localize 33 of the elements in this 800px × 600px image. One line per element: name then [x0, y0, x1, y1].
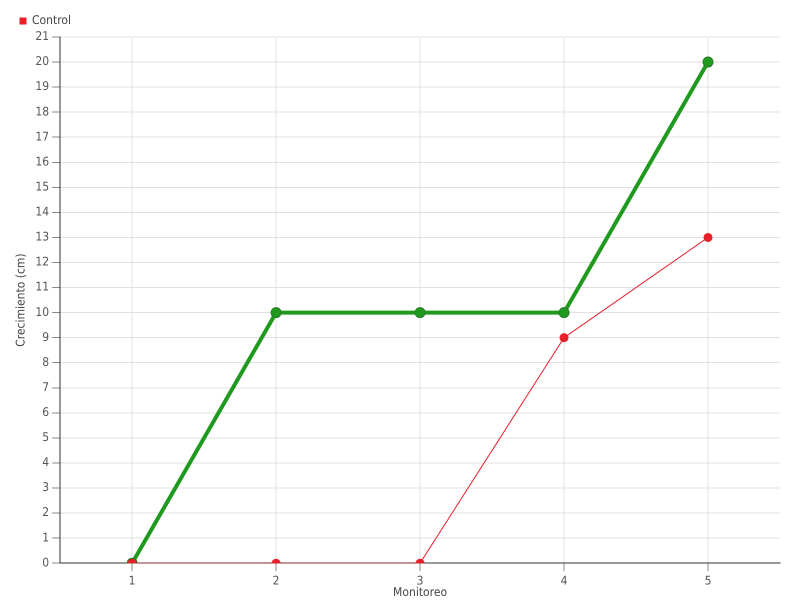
y-tick-label: 5: [42, 430, 50, 444]
y-tick-label: 18: [35, 104, 50, 118]
y-tick-label: 14: [35, 204, 50, 219]
x-tick-label: 1: [128, 574, 136, 588]
y-tick-label: 10: [35, 304, 50, 319]
y-axis-title: Crecimiento (cm): [13, 253, 28, 347]
x-tick-label: 5: [704, 574, 712, 588]
y-tick-label: 0: [42, 555, 50, 570]
y-tick-label: 16: [35, 154, 50, 168]
point: [704, 232, 713, 242]
point: [414, 307, 426, 318]
y-tick-label: 20: [35, 54, 50, 68]
point: [558, 307, 570, 318]
point: [270, 307, 282, 318]
y-tick-label: 17: [35, 129, 50, 144]
x-tick-label: 2: [272, 574, 280, 588]
y-tick-label: 4: [42, 455, 50, 470]
y-tick-label: 7: [42, 380, 50, 394]
y-tick-label: 8: [42, 354, 50, 369]
y-tick-label: 3: [42, 480, 50, 494]
y-tick-label: 9: [42, 330, 50, 344]
y-tick-label: 2: [42, 505, 50, 520]
y-tick-label: 21: [35, 29, 50, 44]
y-tick-label: 13: [35, 230, 50, 244]
legend-label: Control: [32, 13, 71, 28]
x-tick-label: 4: [560, 574, 568, 588]
point: [560, 333, 569, 342]
y-tick-label: 12: [35, 254, 50, 269]
y-tick-label: 15: [35, 179, 50, 194]
y-tick-label: 19: [35, 79, 50, 94]
y-tick-label: 6: [42, 404, 50, 419]
y-tick-label: 11: [35, 280, 50, 294]
y-tick-label: 1: [42, 530, 50, 544]
